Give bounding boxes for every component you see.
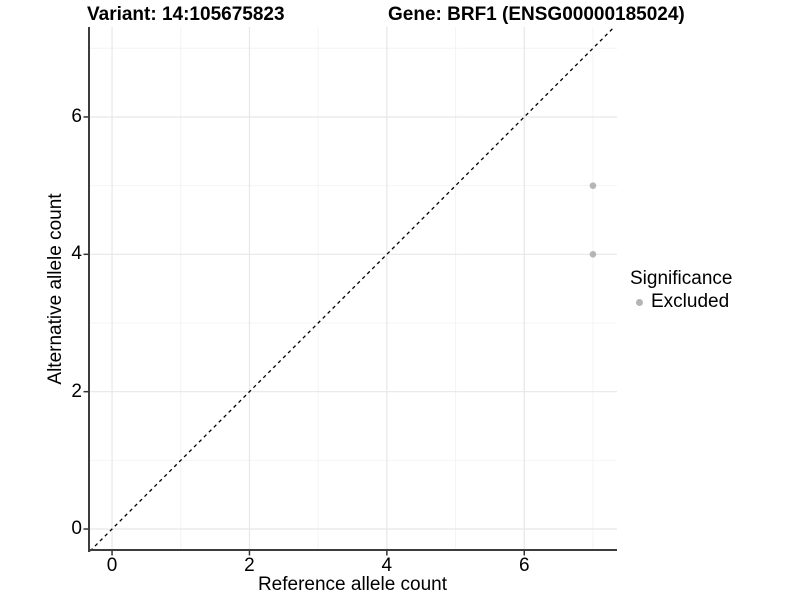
legend-title: Significance	[630, 268, 733, 289]
x-tick-label: 4	[381, 555, 393, 576]
data-point	[589, 182, 597, 189]
legend-item: Excluded	[630, 291, 800, 313]
y-tick-label: 2	[71, 380, 82, 402]
plot-title-variant: Variant: 14:105675823	[87, 4, 285, 25]
plot-title-gene: Gene: BRF1 (ENSG00000185024)	[388, 4, 685, 25]
data-point	[589, 251, 597, 258]
y-axis-label: Alternative allele count	[45, 193, 66, 385]
legend: Significance Excluded	[630, 268, 800, 313]
x-tick-label: 6	[518, 555, 530, 576]
legend-item-label: Excluded	[651, 291, 730, 312]
x-tick-label: 0	[106, 555, 118, 576]
y-tick-label: 0	[71, 518, 82, 540]
y-tick-label: 4	[71, 243, 82, 265]
legend-point-icon	[636, 298, 643, 306]
identity-line	[89, 26, 615, 552]
x-tick-label: 2	[244, 555, 255, 576]
x-axis-label: Reference allele count	[257, 574, 448, 595]
y-tick-label: 6	[71, 105, 82, 127]
